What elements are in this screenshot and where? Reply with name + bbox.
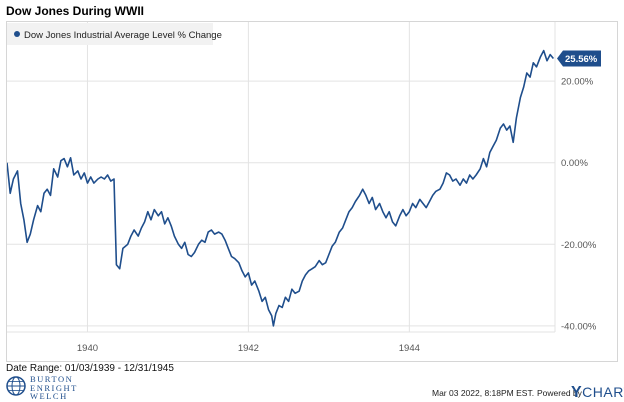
chart-legend: Dow Jones Industrial Average Level % Cha…: [7, 23, 222, 45]
x-tick-label: 1942: [238, 343, 259, 354]
y-tick-label: 0.00%: [561, 158, 588, 169]
axis-ticks: 1940 1942 1944 20.00% 0.00% -20.00% -40.00%: [77, 77, 597, 354]
legend-box: [7, 23, 213, 45]
y-tick-label: -40.00%: [561, 321, 597, 332]
x-tick-label: 1940: [77, 343, 98, 354]
x-tick-label: 1944: [399, 343, 420, 354]
chart-title: Dow Jones During WWII: [6, 4, 144, 18]
y-tick-label: -20.00%: [561, 240, 597, 251]
ycharts-logo[interactable]: YCHARTS: [571, 384, 624, 402]
ycharts-logo-text: CHARTS: [582, 384, 624, 400]
chart-frame: Dow Jones Industrial Average Level % Cha…: [6, 21, 618, 362]
badge-value: 25.56%: [565, 54, 598, 65]
chart-grid: [7, 22, 556, 333]
legend-marker: [14, 31, 20, 37]
ycharts-logo-y: Y: [571, 384, 583, 401]
badge-shape: [557, 50, 601, 67]
last-value-badge: 25.56%: [557, 50, 601, 67]
date-range: Date Range: 01/03/1939 - 12/31/1945: [6, 363, 174, 374]
timestamp: Mar 03 2022, 8:18PM EST.: [432, 388, 535, 398]
y-tick-label: 20.00%: [561, 77, 594, 88]
line-chart: Dow Jones Industrial Average Level % Cha…: [7, 22, 601, 354]
firm-name: BURTON ENRIGHT WELCH: [30, 375, 78, 401]
firm-name-line: BURTON: [30, 374, 74, 384]
powered-by-label: Powered by: [537, 388, 582, 398]
burton-enright-welch-globe-icon: [6, 375, 26, 402]
series-line: [7, 49, 555, 327]
legend-label: Dow Jones Industrial Average Level % Cha…: [24, 30, 222, 41]
firm-name-line: ENRIGHT: [30, 382, 78, 393]
firm-name-line: WELCH: [30, 391, 68, 401]
